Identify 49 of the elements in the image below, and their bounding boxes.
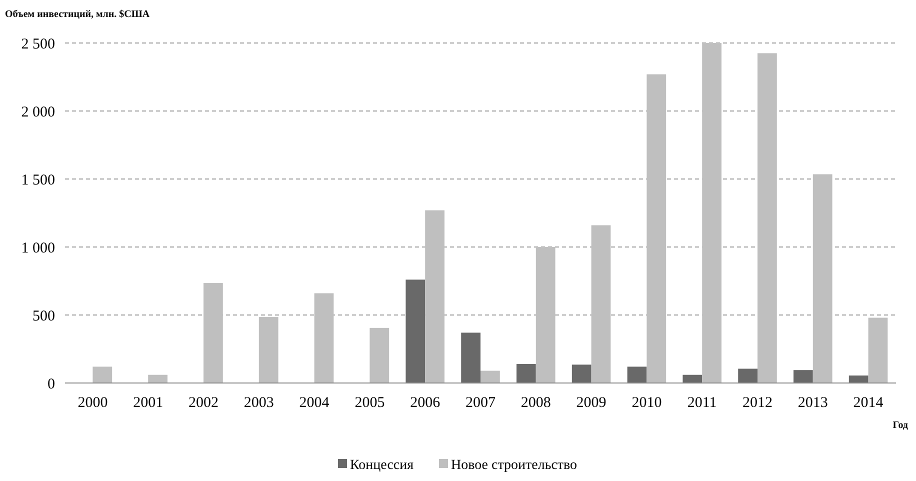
- bar: [370, 328, 390, 383]
- bar: [738, 368, 758, 383]
- bar: [812, 174, 832, 383]
- x-tick-label: 2005: [354, 395, 385, 411]
- bar: [868, 318, 888, 383]
- y-tick-label: 0: [48, 376, 55, 392]
- x-tick-label: 2007: [466, 395, 496, 411]
- legend-label: Концессия: [350, 458, 414, 473]
- x-tick-label: 2013: [798, 395, 828, 411]
- bar: [794, 370, 813, 383]
- x-tick-label: 2001: [133, 395, 164, 411]
- bar: [461, 332, 480, 383]
- bar: [258, 317, 278, 383]
- x-tick-label: 2012: [742, 395, 772, 411]
- bar: [758, 53, 777, 383]
- x-tick-label: 2004: [299, 395, 330, 411]
- bar: [516, 364, 536, 383]
- bar: [682, 374, 702, 383]
- bar: [591, 225, 611, 383]
- y-tick-label: 1 500: [21, 172, 55, 188]
- bar: [314, 293, 334, 383]
- bar: [536, 247, 556, 383]
- bar: [702, 43, 722, 383]
- legend-label: Новое строительство: [451, 458, 578, 473]
- bar: [406, 280, 426, 383]
- x-tick-label: 2006: [410, 395, 441, 411]
- x-tick-label: 2010: [632, 395, 662, 411]
- bar: [480, 370, 500, 383]
- y-tick-label: 2 500: [21, 36, 55, 52]
- bar: [572, 364, 592, 383]
- bar: [92, 366, 112, 383]
- x-tick-label: 2002: [188, 395, 218, 411]
- y-tick-label: 500: [32, 308, 55, 324]
- x-tick-label: 2000: [78, 395, 108, 411]
- y-tick-label: 2 000: [21, 104, 55, 120]
- x-tick-label: 2009: [576, 395, 606, 411]
- x-axis-title: Год: [892, 420, 908, 431]
- x-tick-label: 2008: [520, 395, 551, 411]
- bar: [646, 74, 666, 383]
- y-tick-label: 1 000: [21, 240, 55, 256]
- y-axis-title: Объем инвестиций, млн. $США: [5, 9, 150, 20]
- bar: [848, 376, 868, 383]
- x-tick-label: 2003: [244, 395, 274, 411]
- x-tick-label: 2014: [853, 395, 884, 411]
- bar: [627, 366, 647, 383]
- bar: [425, 210, 444, 383]
- bar: [204, 283, 223, 383]
- x-tick-label: 2011: [687, 395, 717, 411]
- bar: [148, 374, 168, 383]
